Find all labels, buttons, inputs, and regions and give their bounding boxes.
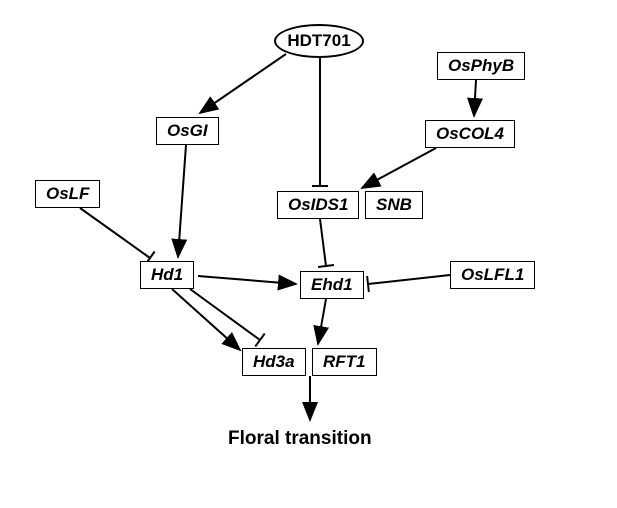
node-floral: Floral transition bbox=[228, 428, 372, 450]
node-oscol4: OsCOL4 bbox=[425, 120, 515, 148]
node-oslfl1: OsLFL1 bbox=[450, 261, 535, 289]
label-hd3a: Hd3a bbox=[253, 352, 295, 371]
node-ehd1: Ehd1 bbox=[300, 271, 364, 299]
node-rft1: RFT1 bbox=[312, 348, 377, 376]
node-hd1: Hd1 bbox=[140, 261, 194, 289]
node-snb: SNB bbox=[365, 191, 423, 219]
label-osgi: OsGI bbox=[167, 121, 208, 140]
label-floral: Floral transition bbox=[228, 428, 372, 449]
node-hdt701: HDT701 bbox=[274, 24, 364, 58]
node-osgi: OsGI bbox=[156, 117, 219, 145]
label-osphyb: OsPhyB bbox=[448, 56, 514, 75]
node-oslf: OsLF bbox=[35, 180, 100, 208]
label-oscol4: OsCOL4 bbox=[436, 124, 504, 143]
node-osids1: OsIDS1 bbox=[277, 191, 359, 219]
label-hdt701: HDT701 bbox=[287, 31, 350, 50]
node-hd3a: Hd3a bbox=[242, 348, 306, 376]
label-hd1: Hd1 bbox=[151, 265, 183, 284]
node-osphyb: OsPhyB bbox=[437, 52, 525, 80]
label-snb: SNB bbox=[376, 195, 412, 214]
label-ehd1: Ehd1 bbox=[311, 275, 353, 294]
label-oslfl1: OsLFL1 bbox=[461, 265, 524, 284]
label-rft1: RFT1 bbox=[323, 352, 366, 371]
label-oslf: OsLF bbox=[46, 184, 89, 203]
label-osids1: OsIDS1 bbox=[288, 195, 348, 214]
